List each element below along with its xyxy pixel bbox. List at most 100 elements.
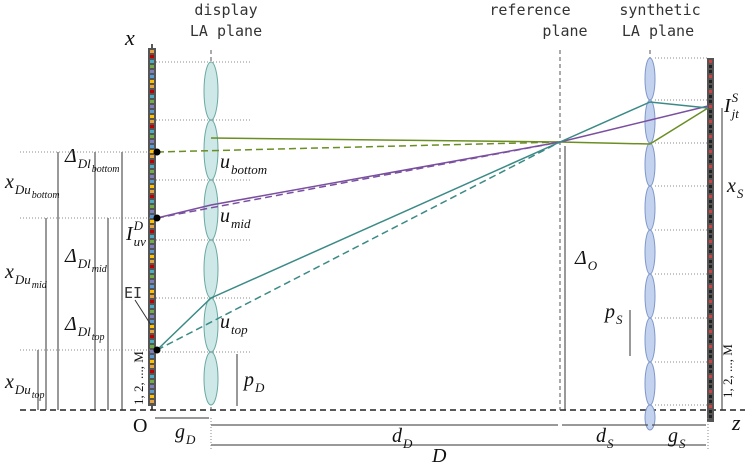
pixel: [150, 310, 154, 313]
label-base: g: [668, 425, 678, 447]
pixel: [150, 250, 154, 253]
math-label: x Du bottom: [4, 171, 60, 201]
origin-label: O: [133, 415, 147, 437]
pixel: [150, 130, 154, 133]
label-base: d: [596, 425, 607, 447]
pixel: [709, 160, 712, 163]
pixel: [709, 225, 712, 228]
math-label: Δ Dl mid: [64, 245, 108, 275]
label-base: Δ: [64, 313, 77, 335]
layout: [20, 40, 745, 450]
pixel: [150, 115, 154, 118]
ray: [156, 141, 561, 351]
pixel: [150, 340, 154, 343]
label-subsub: mid: [92, 264, 108, 275]
header: reference: [489, 1, 570, 19]
math-label: u bottom: [220, 151, 267, 177]
pixel: [709, 370, 712, 373]
pixel: [709, 95, 712, 98]
pixel: [150, 55, 154, 58]
label-subsub: bottom: [32, 190, 60, 201]
pixel: [709, 365, 712, 368]
pixel: [150, 385, 154, 388]
pixel: [709, 310, 712, 313]
pixel: [150, 170, 154, 173]
pixel: [150, 180, 154, 183]
pixel: [150, 200, 154, 203]
label-subsub: mid: [32, 280, 48, 291]
label-sub: Du: [14, 272, 31, 287]
label-sub: Du: [14, 382, 31, 397]
label-base: u: [220, 311, 230, 333]
pixel: [709, 290, 712, 293]
pixel: [150, 285, 154, 288]
label-base: x: [4, 261, 14, 283]
pixel: [709, 250, 712, 253]
index-label: 1, 2, ..., M: [131, 351, 146, 405]
pixel: [150, 50, 154, 53]
pixel-dot: [153, 346, 161, 354]
pixel: [709, 190, 712, 193]
header: display: [194, 1, 257, 19]
math-label: u top: [220, 311, 248, 337]
math-label: u mid: [220, 205, 251, 231]
pixel: [709, 75, 712, 78]
pixel: [150, 270, 154, 273]
pixel: [150, 140, 154, 143]
pixel: [709, 110, 712, 113]
pixel: [150, 360, 154, 363]
label-sub: Dl: [77, 256, 91, 271]
pixel: [709, 320, 712, 323]
pixel: [709, 300, 712, 303]
pixel: [709, 100, 712, 103]
ray: [210, 107, 709, 145]
pixel: [709, 220, 712, 223]
label-sub: bottom: [231, 162, 267, 177]
pixel: [150, 305, 154, 308]
label-base: x: [726, 175, 736, 197]
pixel: [709, 415, 712, 418]
pixel: [150, 375, 154, 378]
pixel: [150, 395, 154, 398]
pixel: [150, 160, 154, 163]
pixel: [150, 70, 154, 73]
label-subsub: bottom: [92, 164, 120, 175]
pixel: [709, 165, 712, 168]
pixel: [709, 315, 712, 318]
pixel: [709, 185, 712, 188]
pixel: [150, 225, 154, 228]
pixel: [709, 270, 712, 273]
pixel: [709, 60, 712, 63]
pixel: [709, 335, 712, 338]
pixel: [150, 145, 154, 148]
pixel: [709, 410, 712, 413]
pixel: [709, 80, 712, 83]
label-base: p: [603, 301, 615, 323]
pixel: [709, 230, 712, 233]
label-sub: jt: [730, 106, 740, 121]
pixel: [150, 380, 154, 383]
pixel: [150, 390, 154, 393]
pixel: [150, 220, 154, 223]
label-sub: D: [185, 432, 196, 447]
pixel: [709, 235, 712, 238]
arrow: [134, 299, 152, 326]
pixel: [709, 325, 712, 328]
dimensions: [37, 108, 723, 446]
pixel: [150, 110, 154, 113]
pixel: [709, 355, 712, 358]
label-sub: S: [679, 436, 686, 451]
ei-label: EI: [124, 284, 142, 302]
pixel: [709, 265, 712, 268]
pixel: [150, 275, 154, 278]
pixel: [709, 285, 712, 288]
synthetic-lens: [644, 142, 656, 187]
pixel: [150, 355, 154, 358]
pixel: [150, 280, 154, 283]
pixel: [150, 300, 154, 303]
pixel: [709, 255, 712, 258]
pixel: [150, 210, 154, 213]
pixel: [150, 365, 154, 368]
